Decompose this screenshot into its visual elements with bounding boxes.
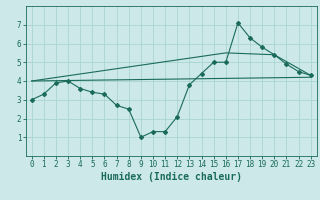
X-axis label: Humidex (Indice chaleur): Humidex (Indice chaleur) bbox=[101, 172, 242, 182]
